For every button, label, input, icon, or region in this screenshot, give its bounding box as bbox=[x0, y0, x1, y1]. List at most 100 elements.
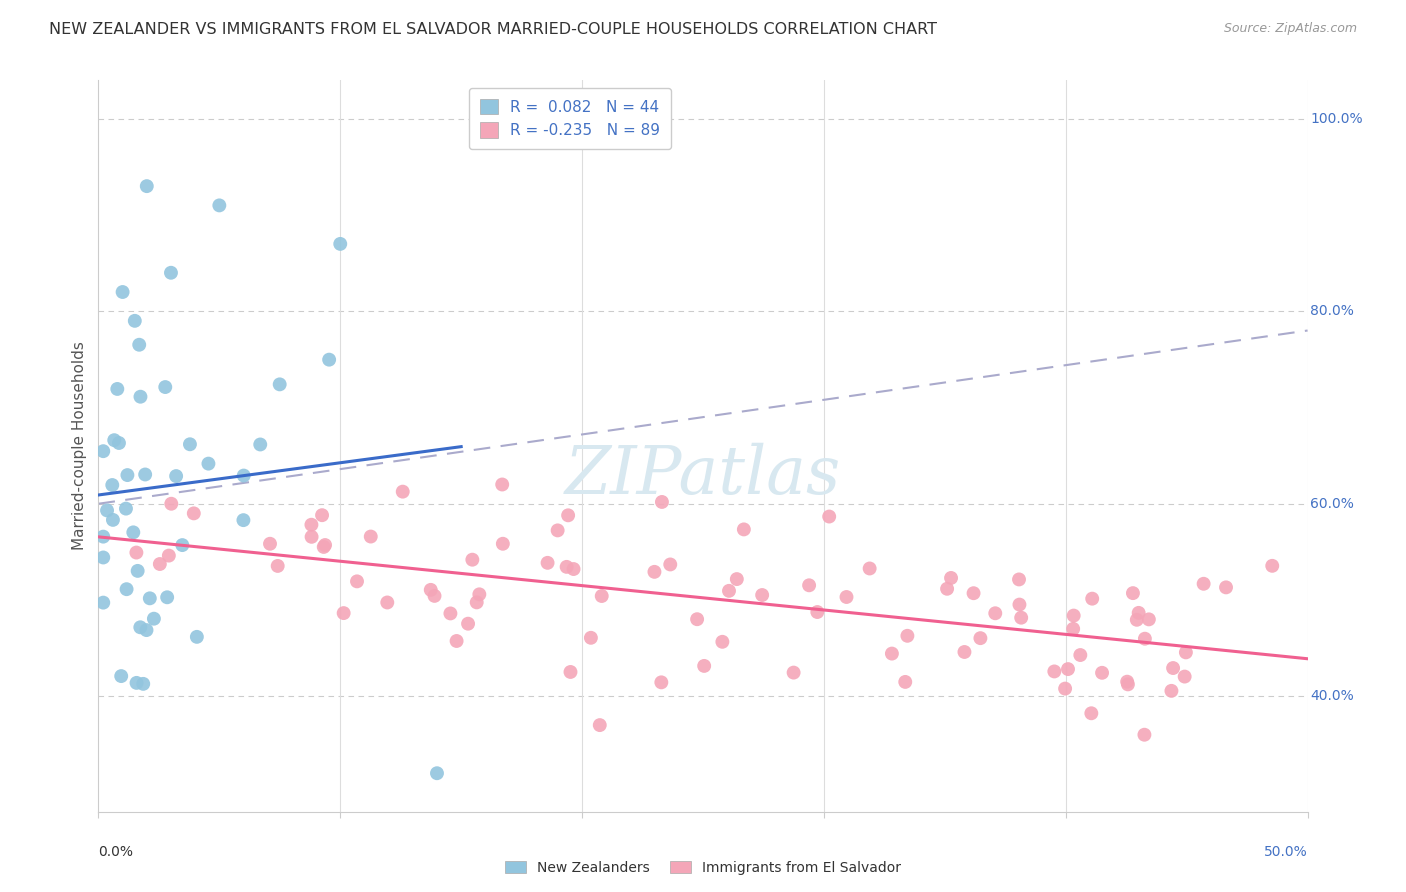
Point bbox=[939, 571, 962, 585]
Point bbox=[329, 236, 352, 251]
Point bbox=[835, 590, 858, 604]
Point bbox=[1062, 622, 1084, 636]
Point bbox=[1116, 674, 1139, 689]
Point bbox=[1081, 591, 1104, 606]
Point bbox=[818, 509, 841, 524]
Point bbox=[1174, 645, 1197, 659]
Point bbox=[859, 561, 882, 575]
Point bbox=[686, 612, 709, 626]
Point bbox=[1043, 665, 1066, 679]
Point bbox=[1161, 661, 1184, 675]
Point bbox=[269, 377, 291, 392]
Point bbox=[360, 530, 382, 544]
Point bbox=[733, 523, 755, 537]
Point bbox=[132, 677, 155, 691]
Point bbox=[1137, 612, 1160, 626]
Point bbox=[332, 606, 354, 620]
Text: ZIPatlas: ZIPatlas bbox=[565, 442, 841, 508]
Point bbox=[183, 507, 205, 521]
Point bbox=[142, 612, 165, 626]
Point bbox=[953, 645, 976, 659]
Point bbox=[651, 495, 673, 509]
Point bbox=[1192, 576, 1215, 591]
Point bbox=[1122, 586, 1144, 600]
Point bbox=[346, 574, 368, 589]
Point bbox=[557, 508, 579, 523]
Point bbox=[1057, 662, 1080, 676]
Point bbox=[969, 631, 991, 645]
Point bbox=[591, 589, 613, 603]
Point bbox=[1069, 648, 1091, 662]
Point bbox=[1133, 632, 1156, 646]
Point bbox=[797, 578, 820, 592]
Point bbox=[125, 676, 148, 690]
Point bbox=[984, 607, 1007, 621]
Point bbox=[589, 718, 612, 732]
Text: 80.0%: 80.0% bbox=[1310, 304, 1354, 318]
Point bbox=[457, 616, 479, 631]
Point bbox=[1054, 681, 1077, 696]
Point bbox=[880, 647, 903, 661]
Point bbox=[751, 588, 773, 602]
Point bbox=[560, 665, 582, 679]
Point bbox=[124, 314, 146, 328]
Point bbox=[249, 437, 271, 451]
Text: 60.0%: 60.0% bbox=[1310, 497, 1354, 511]
Point bbox=[1010, 610, 1032, 624]
Point bbox=[650, 675, 672, 690]
Point bbox=[160, 497, 183, 511]
Y-axis label: Married-couple Households: Married-couple Households bbox=[72, 342, 87, 550]
Point bbox=[149, 557, 172, 571]
Point bbox=[311, 508, 333, 523]
Point bbox=[232, 513, 254, 527]
Point bbox=[962, 586, 984, 600]
Point bbox=[127, 564, 149, 578]
Point bbox=[547, 524, 569, 538]
Point bbox=[1160, 683, 1182, 698]
Point bbox=[157, 549, 180, 563]
Point bbox=[208, 198, 231, 212]
Point bbox=[1080, 706, 1102, 721]
Point bbox=[1174, 669, 1197, 683]
Point bbox=[117, 468, 139, 483]
Point bbox=[465, 595, 488, 609]
Point bbox=[128, 337, 150, 351]
Point bbox=[693, 659, 716, 673]
Legend: New Zealanders, Immigrants from El Salvador: New Zealanders, Immigrants from El Salva… bbox=[499, 855, 907, 880]
Point bbox=[1126, 613, 1149, 627]
Point bbox=[1063, 608, 1085, 623]
Point bbox=[314, 538, 336, 552]
Point bbox=[375, 595, 398, 609]
Point bbox=[134, 467, 156, 482]
Point bbox=[491, 477, 513, 491]
Point bbox=[111, 285, 134, 299]
Point bbox=[186, 630, 208, 644]
Point bbox=[1008, 598, 1031, 612]
Point bbox=[155, 380, 177, 394]
Text: 50.0%: 50.0% bbox=[1264, 846, 1308, 859]
Point bbox=[717, 583, 740, 598]
Point bbox=[129, 390, 152, 404]
Point bbox=[267, 558, 290, 573]
Point bbox=[101, 513, 124, 527]
Point bbox=[711, 635, 734, 649]
Point bbox=[555, 559, 578, 574]
Point bbox=[1261, 558, 1284, 573]
Point bbox=[423, 589, 446, 603]
Point bbox=[135, 179, 157, 194]
Point bbox=[103, 433, 125, 447]
Point bbox=[115, 501, 138, 516]
Point bbox=[1128, 606, 1150, 620]
Point bbox=[91, 530, 114, 544]
Point bbox=[135, 623, 157, 637]
Point bbox=[312, 540, 335, 554]
Point bbox=[1215, 580, 1237, 594]
Point bbox=[139, 591, 162, 606]
Point bbox=[439, 607, 461, 621]
Point bbox=[122, 525, 145, 540]
Point bbox=[115, 582, 138, 597]
Point bbox=[782, 665, 804, 680]
Point bbox=[101, 478, 124, 492]
Point bbox=[1091, 665, 1114, 680]
Point bbox=[301, 530, 323, 544]
